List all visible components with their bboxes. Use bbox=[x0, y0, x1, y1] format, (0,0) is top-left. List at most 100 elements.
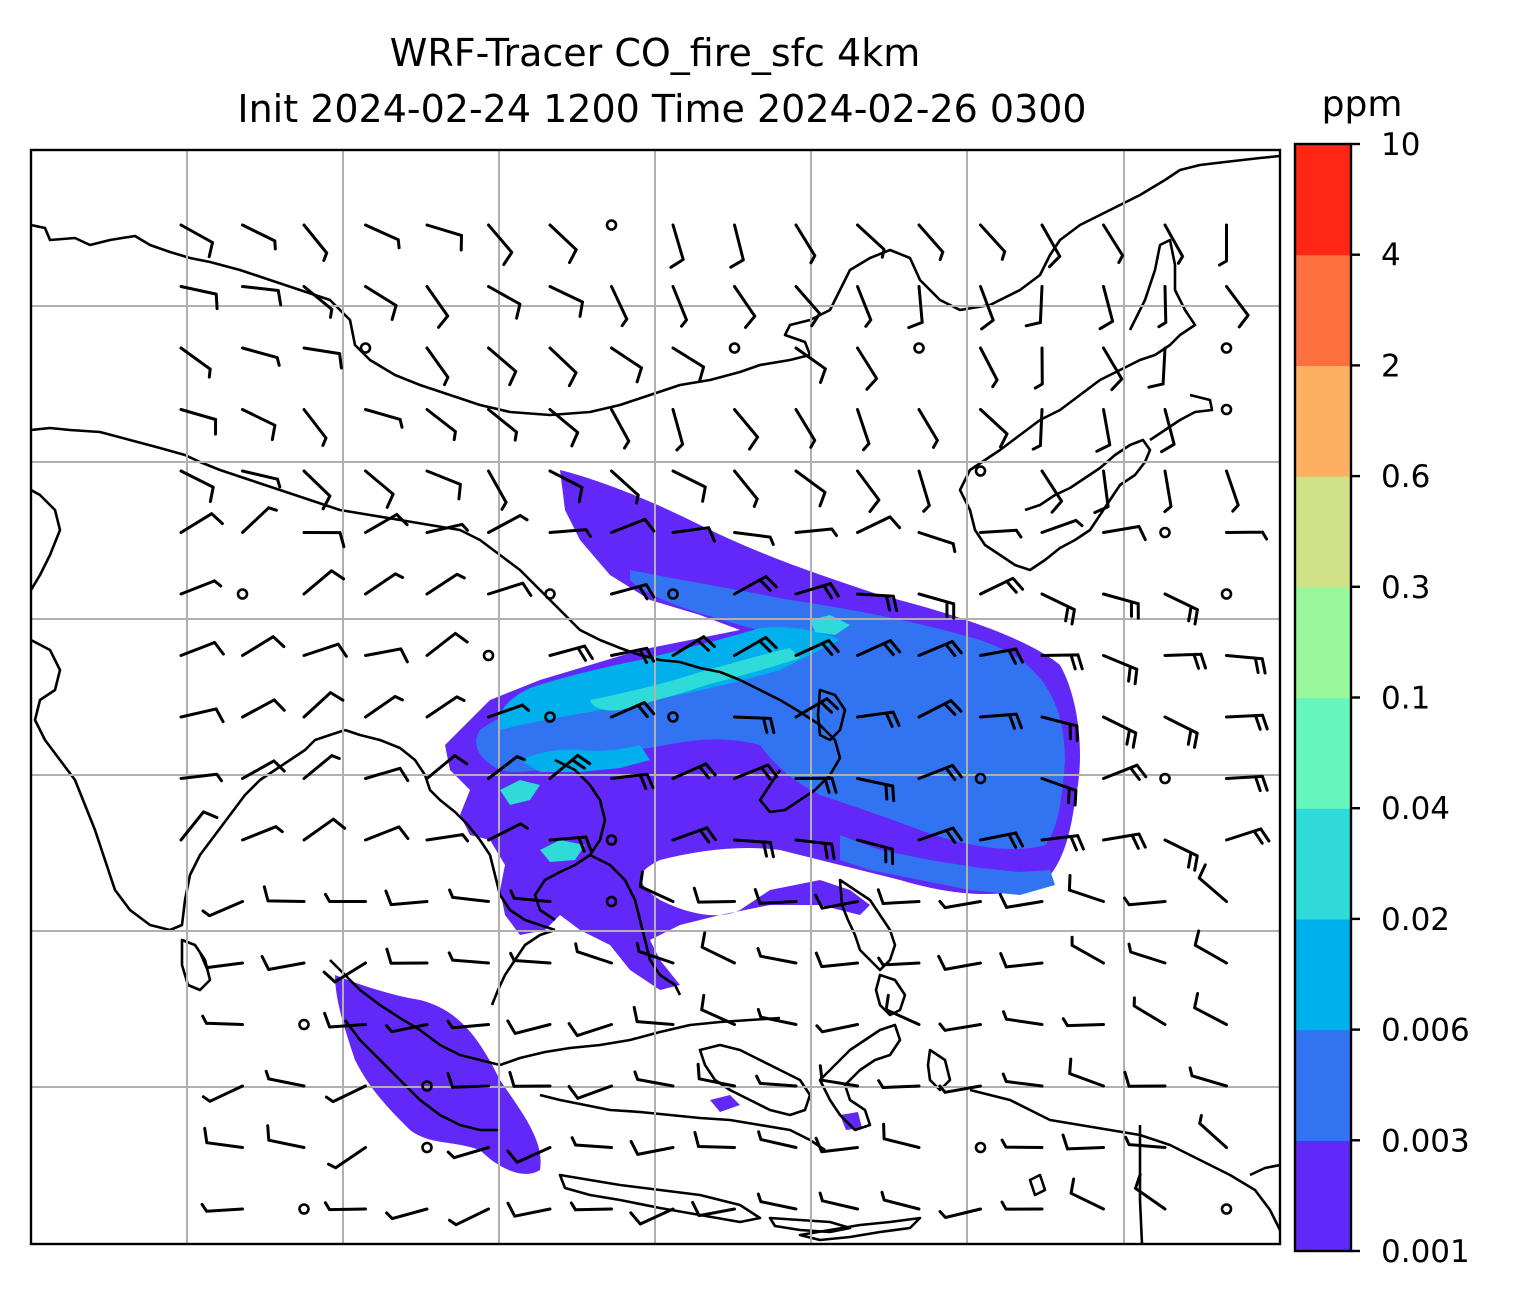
wind-barb bbox=[425, 223, 463, 252]
wind-barb bbox=[1163, 715, 1199, 749]
wind-barb bbox=[733, 575, 778, 596]
wind-barb bbox=[756, 947, 798, 965]
wind-barb bbox=[1193, 992, 1228, 1026]
wind-barb bbox=[548, 408, 580, 448]
wind-barb bbox=[448, 1207, 490, 1227]
wind-barb bbox=[385, 1207, 429, 1221]
colorbar-ticks: 0.001 0.003 0.006 0.02 0.04 0.1 0.3 0.6 2 4 10 bbox=[1351, 127, 1470, 1270]
wind-barb bbox=[1040, 223, 1062, 269]
wind-barb bbox=[241, 285, 283, 307]
calm-wind-circle bbox=[667, 588, 679, 600]
calm-wind-circles bbox=[236, 219, 1233, 1215]
plume-level-2-south-loop bbox=[840, 835, 1055, 895]
wind-barb bbox=[1132, 996, 1167, 1026]
wind-barb bbox=[610, 583, 656, 601]
wind-barbs bbox=[179, 223, 1271, 1227]
colorbar-tick-label: 0.04 bbox=[1381, 791, 1450, 827]
colorbar-block bbox=[1295, 586, 1351, 699]
wind-barb bbox=[179, 346, 212, 379]
wind-barb bbox=[425, 346, 450, 387]
wind-barb bbox=[814, 951, 859, 969]
wind-barb bbox=[364, 469, 395, 509]
wind-barb bbox=[757, 1130, 798, 1149]
wind-barb bbox=[880, 1190, 921, 1211]
wind-barb bbox=[302, 817, 347, 842]
wind-barb bbox=[794, 776, 838, 794]
wind-barb bbox=[241, 346, 281, 367]
wind-barb bbox=[548, 223, 578, 265]
wind-barb bbox=[425, 754, 469, 780]
wind-barb bbox=[1163, 592, 1199, 626]
wind-barb bbox=[979, 712, 1023, 730]
colorbar-tick-label: 10 bbox=[1381, 127, 1420, 163]
wind-barb bbox=[446, 1146, 490, 1160]
wind-barb bbox=[794, 469, 827, 508]
wind-barb bbox=[241, 698, 286, 719]
wind-barb bbox=[179, 579, 223, 596]
wind-barb bbox=[1147, 346, 1167, 389]
wind-barb bbox=[671, 762, 717, 780]
wind-barb bbox=[509, 951, 552, 965]
wind-barb bbox=[794, 527, 838, 537]
wind-barb bbox=[1127, 942, 1167, 965]
wind-barb bbox=[610, 285, 629, 328]
wind-barb bbox=[1040, 715, 1079, 742]
wind-barb bbox=[1134, 1173, 1167, 1211]
wind-barb bbox=[447, 951, 490, 965]
wind-barb bbox=[629, 1139, 675, 1156]
wind-barb bbox=[241, 506, 278, 534]
wind-barb bbox=[1098, 285, 1115, 331]
wind-barb bbox=[322, 961, 367, 984]
wind-barb bbox=[629, 1207, 675, 1226]
wind-barb bbox=[200, 1202, 244, 1213]
wind-barb bbox=[487, 223, 514, 266]
wind-barb bbox=[384, 889, 429, 907]
wind-barb bbox=[818, 1191, 859, 1211]
wind-barb bbox=[548, 644, 594, 662]
wind-barb bbox=[733, 469, 759, 508]
wind-barb bbox=[302, 346, 343, 370]
wind-barb bbox=[364, 408, 404, 429]
wind-barb bbox=[179, 707, 225, 724]
wind-barb bbox=[979, 346, 999, 389]
wind-barb bbox=[814, 1136, 859, 1154]
wind-barb bbox=[570, 1136, 613, 1149]
colorbar-tick-label: 4 bbox=[1381, 238, 1401, 274]
calm-wind-circle bbox=[298, 1203, 310, 1215]
calm-wind-circle bbox=[1220, 1203, 1233, 1215]
wind-barb bbox=[610, 346, 643, 384]
wind-barb bbox=[1218, 223, 1228, 267]
wind-barb bbox=[324, 1084, 367, 1104]
wind-barb bbox=[1102, 223, 1125, 265]
wind-barb bbox=[733, 636, 778, 657]
wind-barb bbox=[567, 1084, 613, 1100]
wind-barb bbox=[696, 1062, 736, 1088]
coastlines bbox=[31, 154, 1280, 1244]
wind-barb bbox=[938, 899, 982, 910]
wind-barb bbox=[1225, 774, 1269, 793]
wind-barb bbox=[506, 1146, 552, 1164]
wind-barb bbox=[487, 346, 518, 387]
wind-barb bbox=[179, 810, 219, 842]
wind-barb bbox=[264, 1069, 306, 1088]
colorbar-tick-label: 0.003 bbox=[1381, 1123, 1470, 1159]
wind-barb bbox=[917, 699, 963, 719]
calm-wind-circle bbox=[298, 1018, 310, 1031]
wind-barb bbox=[610, 701, 656, 719]
colorbar: ppm 0.001 0.003 0.006 0.02 0.04 0.1 0.3 0.6 2 4 10 bbox=[1293, 84, 1470, 1270]
wind-barb bbox=[691, 1201, 736, 1218]
wind-barb bbox=[856, 346, 879, 391]
calm-wind-circle bbox=[421, 1141, 433, 1154]
wind-barb bbox=[1002, 1010, 1044, 1026]
wind-barb bbox=[1024, 285, 1044, 328]
colorbar-tick-label: 0.3 bbox=[1381, 570, 1430, 606]
wind-barb bbox=[506, 1019, 552, 1035]
wind-barb bbox=[610, 517, 656, 534]
calm-wind-circle bbox=[544, 588, 556, 600]
wind-barb bbox=[446, 1071, 490, 1089]
wind-barb bbox=[1163, 223, 1185, 265]
wind-barb bbox=[979, 576, 1025, 596]
wind-barb bbox=[917, 640, 963, 658]
wind-barb bbox=[364, 285, 398, 321]
wind-barb bbox=[979, 285, 995, 331]
